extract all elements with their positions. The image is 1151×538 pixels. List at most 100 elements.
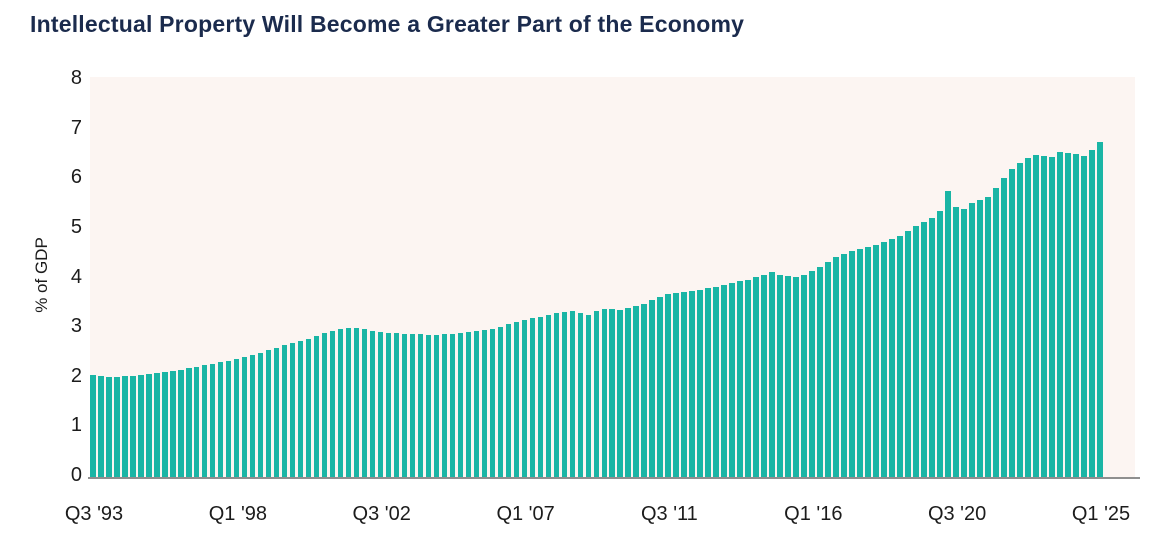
bar <box>329 330 336 478</box>
bar <box>641 303 648 478</box>
bar <box>90 374 96 478</box>
y-axis-title: % of GDP <box>32 237 51 313</box>
bar <box>129 375 136 478</box>
bar <box>897 235 903 478</box>
bar <box>569 311 576 478</box>
bar <box>361 329 368 478</box>
x-tick-label: Q1 '98 <box>208 503 268 525</box>
bar <box>313 335 320 478</box>
bar <box>545 314 552 478</box>
bar <box>297 341 304 478</box>
bar <box>209 363 216 478</box>
bar <box>281 345 288 478</box>
bar <box>953 206 959 478</box>
x-tick-label: Q1 '25 <box>1071 503 1131 525</box>
bar <box>105 376 112 478</box>
bar <box>137 374 144 478</box>
bar <box>537 316 544 478</box>
bar <box>473 331 480 478</box>
y-tick-label: 4 <box>70 265 82 288</box>
bar <box>185 368 192 478</box>
bar <box>409 334 416 478</box>
bar <box>857 248 863 478</box>
y-tick-label: 1 <box>70 414 82 437</box>
bar <box>825 261 831 478</box>
bar <box>969 203 975 478</box>
bar <box>665 294 672 478</box>
bar <box>441 334 448 478</box>
bar <box>345 328 352 478</box>
bar <box>337 329 344 478</box>
x-tick-label: Q1 '16 <box>784 503 843 525</box>
bar <box>729 282 735 478</box>
bar <box>769 272 775 478</box>
bar <box>161 372 168 478</box>
bar <box>521 320 528 478</box>
bar <box>1025 158 1031 478</box>
bar <box>233 358 240 478</box>
bar <box>169 370 176 478</box>
bar <box>889 239 895 478</box>
bar <box>777 275 783 478</box>
bar <box>921 221 927 478</box>
y-tick-label: 7 <box>70 116 82 139</box>
bar <box>713 286 719 478</box>
bar <box>681 291 687 478</box>
bar <box>457 333 464 478</box>
bar <box>97 376 104 478</box>
bar <box>249 355 256 478</box>
y-tick-label: 5 <box>70 216 82 238</box>
bar <box>529 318 536 478</box>
bar <box>553 313 560 478</box>
bar <box>193 366 200 478</box>
bar <box>241 357 248 478</box>
bar <box>1081 155 1087 478</box>
bar <box>961 208 967 478</box>
bar <box>697 289 703 478</box>
bar <box>305 338 312 478</box>
bar <box>649 300 656 478</box>
bar <box>625 308 632 478</box>
bar <box>465 332 472 478</box>
bar <box>873 244 879 478</box>
bar <box>833 257 839 478</box>
bar <box>1001 177 1007 478</box>
bar <box>217 362 224 478</box>
bar <box>505 324 512 478</box>
bar <box>145 374 152 478</box>
bar <box>881 242 887 478</box>
bar <box>513 322 520 478</box>
bar <box>745 279 751 478</box>
bar <box>657 296 664 478</box>
bar <box>937 211 943 478</box>
x-axis-line <box>88 477 1140 479</box>
bar <box>721 284 727 478</box>
bar <box>793 276 799 478</box>
bar <box>417 334 424 478</box>
bar <box>785 276 791 478</box>
bar <box>225 360 232 478</box>
bar <box>585 314 592 478</box>
bar <box>377 331 384 478</box>
bar <box>609 309 616 478</box>
bar <box>913 226 919 478</box>
x-tick-label: Q3 '93 <box>64 503 124 525</box>
bar <box>497 326 504 478</box>
chart-title: Intellectual Property Will Become a Grea… <box>30 11 745 37</box>
bar <box>321 333 328 478</box>
bar <box>113 376 120 478</box>
bar <box>673 292 680 478</box>
y-tick-label: 0 <box>70 464 82 486</box>
bar <box>993 187 999 478</box>
bar <box>177 369 184 478</box>
bar <box>985 196 991 478</box>
bar <box>849 251 855 478</box>
bar <box>1009 169 1015 478</box>
bar <box>273 347 280 478</box>
bar <box>257 352 264 478</box>
bar <box>369 330 376 478</box>
bar <box>761 274 767 478</box>
bar <box>121 376 128 478</box>
bar <box>265 350 272 478</box>
bar <box>393 333 400 478</box>
